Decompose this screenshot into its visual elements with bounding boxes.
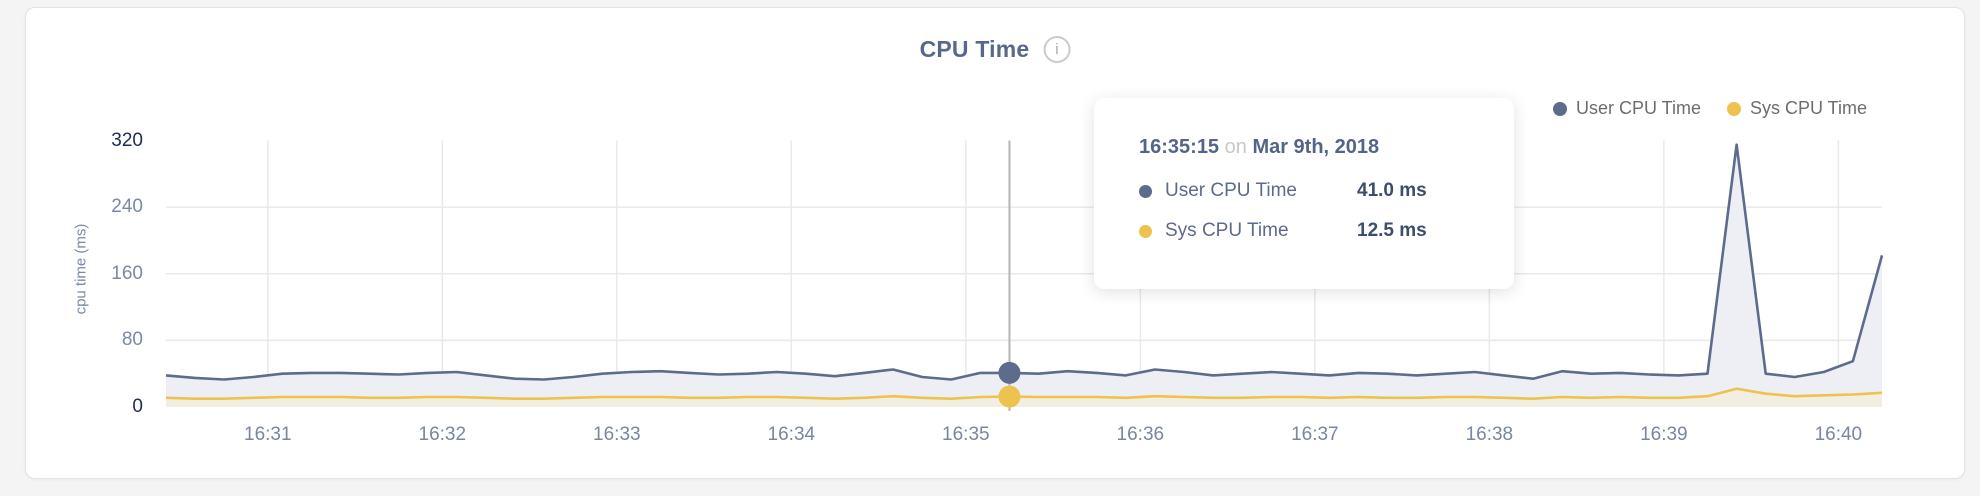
chart-tooltip: 16:35:15 on Mar 9th, 2018 User CPU Time …: [1094, 98, 1514, 289]
legend-item-user-cpu-time[interactable]: User CPU Time: [1552, 98, 1701, 119]
x-tick-label: 16:36: [1116, 424, 1165, 445]
cpu-time-chart-card: 0 80 160 240 320 16:31 16:32 16:33 16:34 16:35 16…: [25, 7, 1965, 479]
x-tick-label: 16:33: [593, 424, 641, 445]
user-highlight-point: [998, 361, 1021, 384]
tooltip-on-word: on: [1224, 136, 1247, 158]
tooltip-time: 16:35:15: [1139, 136, 1220, 158]
tooltip-date: Mar 9th, 2018: [1252, 136, 1380, 158]
tooltip-row-label: Sys CPU Time: [1165, 220, 1289, 241]
sys-cpu-line: [165, 387, 1883, 400]
info-icon[interactable]: i: [1043, 36, 1071, 63]
tooltip-row-sys: Sys CPU Time 12.5 ms: [1139, 211, 1484, 251]
tooltip-header: 16:35:15 on Mar 9th, 2018: [1139, 136, 1484, 159]
y-tick-label: 240: [111, 196, 143, 218]
chart-legend: User CPU Time Sys CPU Time: [1552, 98, 1867, 119]
user-cpu-line: [165, 143, 1884, 381]
tooltip-row-value: 12.5 ms: [1357, 220, 1427, 241]
page-title: CPU Time: [919, 36, 1030, 62]
y-tick-label: 0: [132, 396, 143, 417]
x-tick-label: 16:34: [767, 424, 816, 445]
y-tick-label: 160: [111, 262, 143, 284]
tooltip-row-user: User CPU Time 41.0 ms: [1139, 171, 1484, 211]
legend-label-sys: Sys CPU Time: [1749, 98, 1867, 118]
legend-item-sys-cpu-time[interactable]: Sys CPU Time: [1726, 98, 1867, 119]
x-tick-label: 16:40: [1814, 424, 1863, 445]
x-tick-label: 16:38: [1465, 424, 1514, 445]
x-tick-label: 16:32: [418, 424, 467, 445]
sys-series-dot-icon: [1139, 224, 1152, 238]
x-tick-label: 16:39: [1640, 424, 1688, 445]
tooltip-row-label: User CPU Time: [1165, 180, 1297, 201]
user-series-dot-icon: [1552, 101, 1567, 116]
chart-header: CPU Time i: [920, 36, 1071, 63]
chart-plot-area[interactable]: [26, 8, 1964, 478]
y-tick-label: 320: [111, 129, 143, 151]
sys-highlight-point: [998, 385, 1021, 408]
user-series-dot-icon: [1139, 184, 1152, 198]
legend-label-user: User CPU Time: [1575, 98, 1701, 118]
tooltip-row-value: 41.0 ms: [1357, 180, 1427, 201]
x-tick-label: 16:31: [244, 424, 292, 445]
x-tick-label: 16:37: [1291, 424, 1339, 445]
x-tick-label: 16:35: [942, 424, 990, 445]
y-tick-label: 80: [121, 329, 143, 351]
sys-series-dot-icon: [1726, 101, 1741, 116]
user-cpu-area: [166, 144, 1882, 407]
y-axis-title: cpu time (ms): [72, 223, 90, 315]
